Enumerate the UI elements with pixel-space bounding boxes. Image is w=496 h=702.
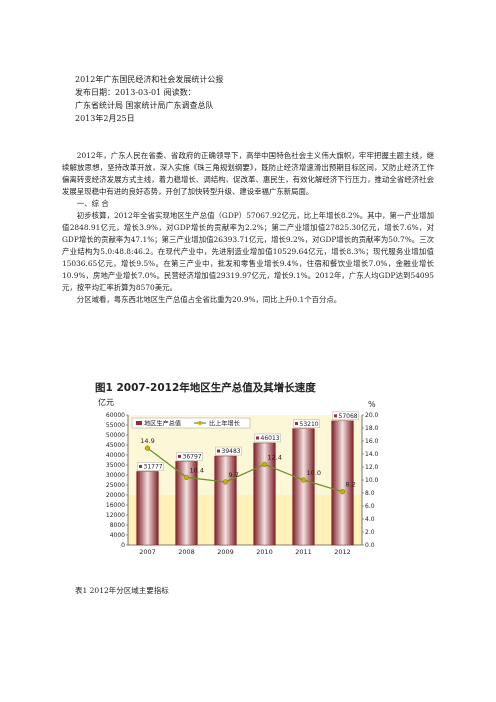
gdp-value-box — [332, 411, 359, 421]
legend-swatch-gdp — [136, 421, 142, 425]
table-caption: 表1 2012年分区域主要指标 — [75, 586, 169, 595]
gdp-bar — [292, 428, 315, 546]
x-tick-label: 2010 — [256, 548, 273, 556]
x-tick-label: 2012 — [334, 548, 351, 556]
growth-point — [300, 477, 307, 483]
y-left-tick-label: 45000 — [106, 442, 125, 449]
gdp-bar — [214, 455, 237, 546]
gdp-value-label: 57068 — [339, 413, 358, 420]
y-left-unit-label: 亿元 — [98, 397, 114, 407]
section-heading: 一、综 合 — [76, 199, 109, 208]
y-right-tick-label: 20.0 — [365, 412, 379, 419]
y-right-tick-label: 4.0 — [365, 516, 375, 523]
y-right-tick-label: 6.0 — [365, 503, 375, 510]
growth-value-label: 10.0 — [307, 469, 321, 477]
gdp-bar — [253, 442, 276, 546]
x-tick-label: 2008 — [178, 548, 195, 556]
y-right-tick-label: 10.0 — [365, 477, 379, 484]
gdp-value-swatch — [139, 464, 142, 468]
gdp-value-swatch — [178, 454, 181, 458]
growth-value-label: 9.7 — [229, 471, 239, 479]
gdp-growth-chart: 0 4000 8000 12000 16000 20000 25000 30000 35000 4… — [98, 397, 379, 556]
y-right-tick-label: 12.0 — [365, 464, 379, 471]
publish-line: 发布日期：2013-03-01 阅读数： — [75, 88, 196, 97]
growth-point — [339, 489, 346, 495]
gdp-value-label: 53210 — [300, 421, 319, 428]
x-tick-label: 2011 — [295, 548, 312, 556]
gdp-paragraph: 初步核算，2012年全省实现地区生产总值（GDP）57067.92亿元，比上年增… — [62, 211, 434, 292]
report-header: 2012年广东国民经济和社会发展统计公报 发布日期：2013-03-01 阅读数… — [75, 73, 435, 125]
y-right-tick-label: 18.0 — [365, 425, 379, 432]
growth-value-label: 8.2 — [346, 481, 356, 489]
growth-value-label: 12.4 — [268, 453, 282, 461]
gdp-value-label: 36797 — [183, 454, 202, 461]
y-right-tick-label: 16.0 — [365, 438, 379, 445]
gdp-value-box — [137, 462, 164, 471]
gdp-value-label: 31777 — [144, 464, 163, 471]
plot-bg-lower — [128, 495, 362, 545]
gdp-value-swatch — [334, 414, 337, 418]
legend-box — [131, 417, 251, 429]
y-right-tick-label: 8.0 — [365, 490, 375, 497]
legend-label-gdp: 地区生产总值 — [144, 420, 181, 428]
report-body: 2012年，广东人民在省委、省政府的正确领导下，高举中国特色社会主义伟大旗帜，牢… — [62, 150, 434, 306]
y-left-tick-label: 35000 — [106, 462, 125, 469]
y-left-tick-label: 0 — [121, 542, 125, 549]
gdp-value-box — [254, 433, 281, 443]
y-left-tick-label: 40000 — [106, 452, 125, 459]
report-title: 2012年广东国民经济和社会发展统计公报 — [75, 75, 224, 84]
gdp-value-label: 46013 — [261, 435, 280, 442]
gdp-bar — [136, 471, 159, 546]
y-right-tick-label: 2.0 — [365, 529, 375, 536]
figure-title: 图1 2007-2012年地区生产总值及其增长速度 — [95, 382, 316, 394]
report-author: 广东省统计局 国家统计局广东调查总队 — [75, 101, 214, 110]
y-left-tick-label: 4000 — [110, 532, 125, 539]
growth-point — [222, 479, 229, 485]
gdp-bar — [331, 420, 354, 546]
y-right-unit-label: % — [368, 400, 376, 409]
gdp-value-box — [215, 446, 242, 456]
x-tick-label: 2009 — [217, 548, 234, 556]
growth-value-label: 14.9 — [140, 437, 154, 445]
y-left-tick-label: 55000 — [106, 422, 125, 429]
gdp-value-box — [293, 419, 320, 428]
y-left-tick-label: 12000 — [106, 512, 125, 519]
y-right-tick-label: 0.0 — [365, 542, 375, 549]
y-left-tick-label: 8000 — [110, 522, 125, 529]
growth-point — [261, 461, 268, 468]
growth-line — [147, 447, 343, 493]
legend-swatch-growth-marker — [198, 421, 202, 425]
gdp-value-label: 39483 — [222, 448, 241, 455]
growth-point — [144, 445, 151, 451]
gdp-value-swatch — [256, 436, 259, 440]
growth-value-label: 10.4 — [190, 466, 204, 474]
y-left-tick-label: 50000 — [106, 432, 125, 439]
gdp-value-box — [176, 452, 203, 461]
y-left-tick-label: 60000 — [106, 412, 125, 419]
x-tick-label: 2007 — [139, 548, 156, 556]
gdp-value-swatch — [217, 449, 220, 453]
gdp-bar — [175, 461, 198, 546]
region-paragraph: 分区域看，粤东西北地区生产总值占全省比重为20.9%，同比上升0.1个百分点。 — [76, 295, 342, 304]
y-left-tick-label: 30000 — [106, 472, 125, 479]
report-date: 2013年2月25日 — [75, 114, 135, 123]
plot-bg-upper — [128, 415, 362, 495]
legend-label-growth: 比上年增长 — [209, 420, 240, 428]
gdp-value-swatch — [295, 422, 298, 426]
y-left-tick-label: 16000 — [106, 502, 125, 509]
y-right-tick-label: 14.0 — [365, 451, 379, 458]
intro-paragraph: 2012年，广东人民在省委、省政府的正确领导下，高举中国特色社会主义伟大旗帜，牢… — [62, 151, 434, 196]
y-left-tick-label: 25000 — [106, 482, 125, 489]
y-left-tick-label: 20000 — [106, 492, 125, 499]
growth-point — [183, 474, 190, 481]
